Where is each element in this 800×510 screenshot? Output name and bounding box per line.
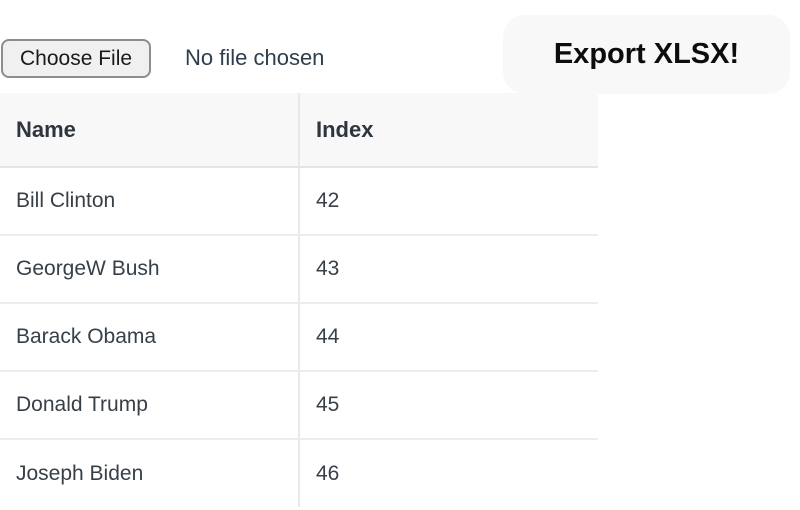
column-header-index: Index [298, 93, 598, 168]
cell-index: 45 [298, 371, 598, 440]
cell-name: Bill Clinton [0, 167, 299, 236]
file-status-text: No file chosen [185, 45, 325, 70]
cell-name: GeorgeW Bush [0, 235, 299, 304]
cell-name: Joseph Biden [16, 461, 144, 485]
table-row: GeorgeW Bush 43 [0, 235, 598, 304]
table-row: Barack Obama 44 [0, 303, 598, 372]
export-xlsx-button[interactable]: Export XLSX! [503, 15, 790, 94]
cell-index: 42 [298, 167, 598, 236]
toolbar: Choose File No file chosen Export XLSX! [0, 0, 800, 94]
cell-index: 46 [298, 439, 598, 507]
table-row: Bill Clinton 42 [0, 167, 598, 236]
choose-file-button[interactable]: Choose File [1, 39, 152, 78]
table-header-row: Name Index [0, 93, 598, 168]
cell-index: 43 [298, 235, 598, 304]
cell-name: Barack Obama [0, 303, 299, 372]
table-row: Joseph Biden 46 [0, 439, 598, 507]
presidents-table: Name Index Bill Clinton 42 GeorgeW Bush … [0, 93, 598, 507]
table-row: Donald Trump 45 [0, 371, 598, 440]
cell-name: Donald Trump [0, 371, 299, 440]
column-header-name: Name [0, 93, 299, 168]
cell-index: 44 [298, 303, 598, 372]
